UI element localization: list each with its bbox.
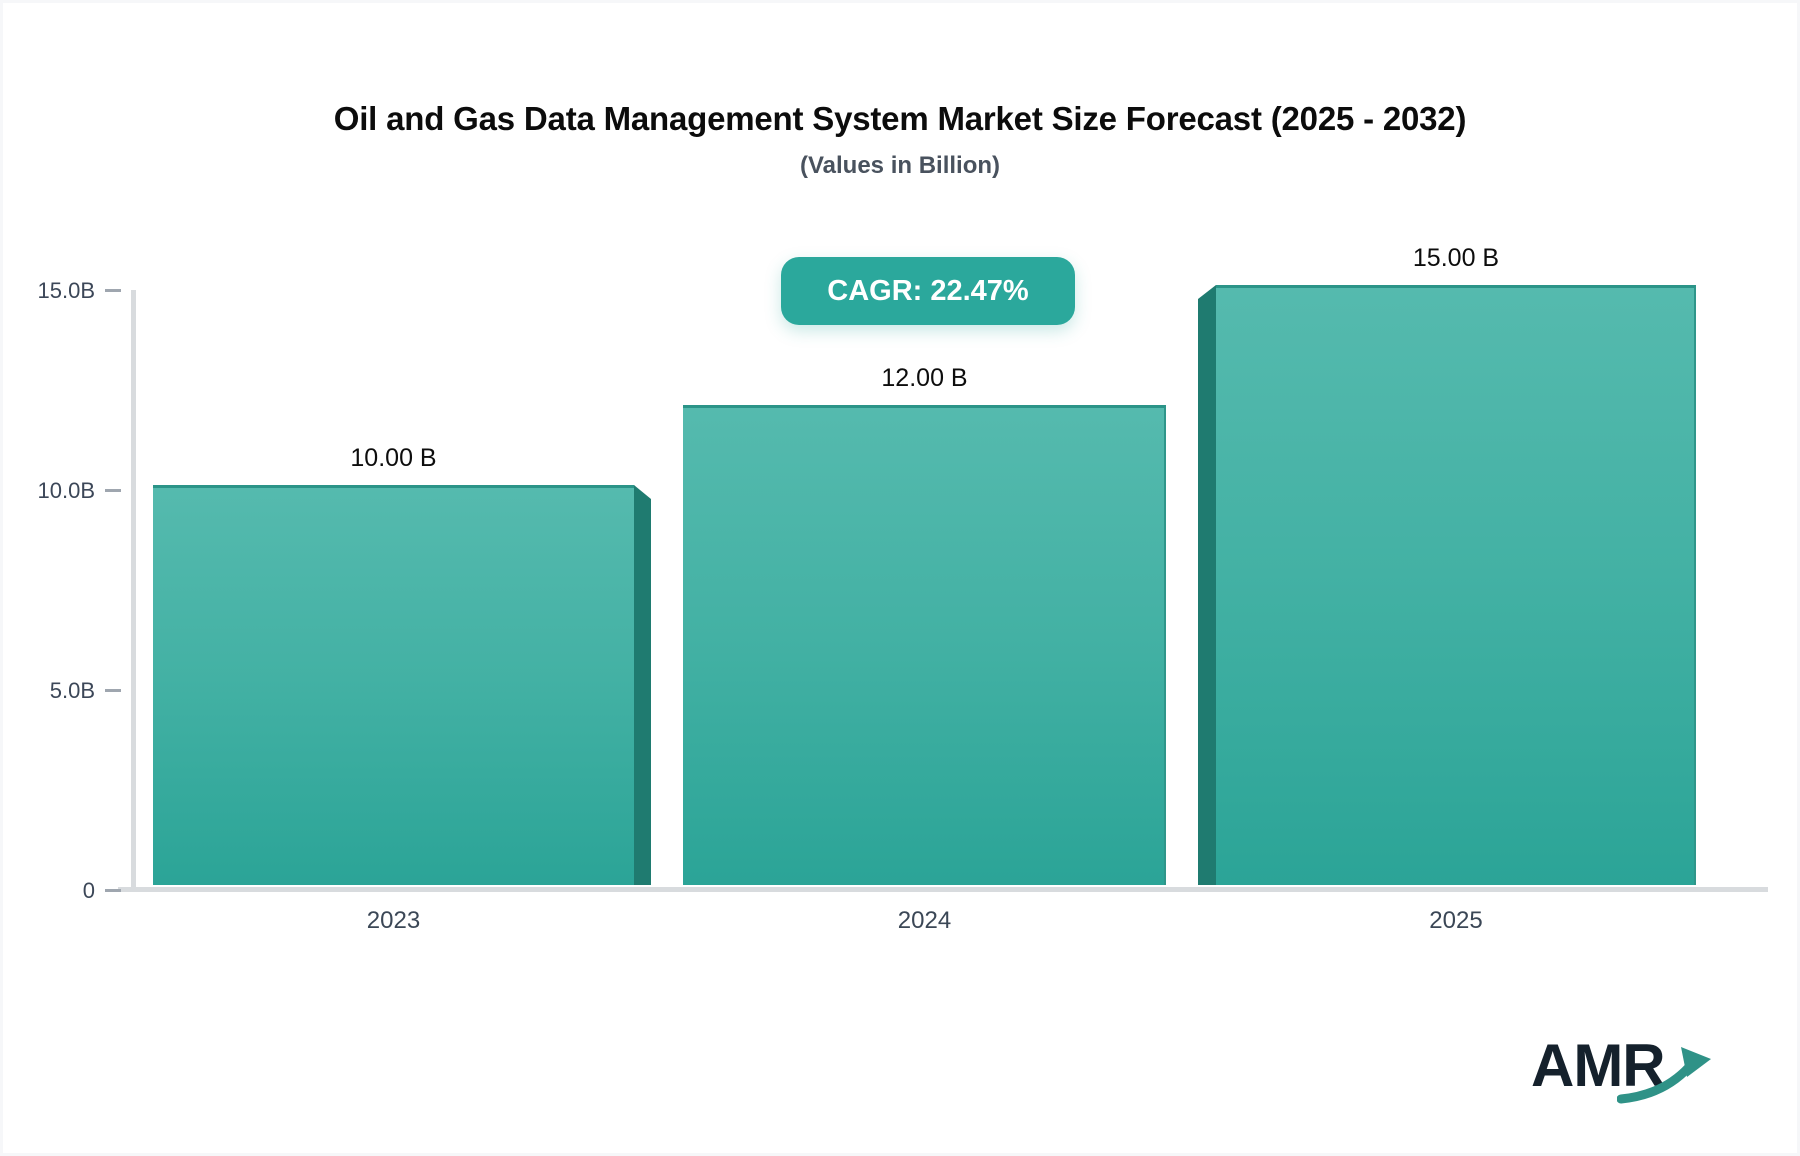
bar-value-label: 12.00 B <box>881 364 968 392</box>
y-tick-label: 0 <box>82 878 95 903</box>
y-tick-mark <box>105 289 121 292</box>
bar-fill <box>1216 285 1696 885</box>
amr-logo: AMR <box>1531 1035 1721 1115</box>
amr-logo-text: AMR <box>1531 1032 1666 1099</box>
y-tick-label: 15.0B <box>37 278 96 303</box>
y-tick-mark <box>105 889 121 892</box>
bar-3d-side <box>1198 285 1216 885</box>
y-tick-mark <box>105 489 121 492</box>
cagr-badge: CAGR: 22.47% <box>781 257 1075 325</box>
y-tick-label: 10.0B <box>37 478 96 503</box>
bar-fill <box>683 405 1166 885</box>
bar-value-label: 15.00 B <box>1412 244 1500 272</box>
y-axis-line <box>131 290 136 891</box>
bar-3d-side <box>634 485 651 885</box>
bar-value-label: 10.00 B <box>350 444 437 472</box>
growth-arrow-icon <box>1616 1043 1713 1112</box>
x-category-label: 2024 <box>897 907 952 934</box>
chart-title: Oil and Gas Data Management System Marke… <box>333 100 1467 137</box>
bar-fill <box>153 485 634 885</box>
y-tick-label: 5.0B <box>49 678 95 703</box>
x-category-label: 2025 <box>1429 907 1483 934</box>
y-tick-mark <box>105 689 121 692</box>
chart-subtitle: (Values in Billion) <box>799 152 1001 179</box>
x-category-label: 2023 <box>366 907 421 934</box>
x-axis-line <box>118 887 1768 892</box>
